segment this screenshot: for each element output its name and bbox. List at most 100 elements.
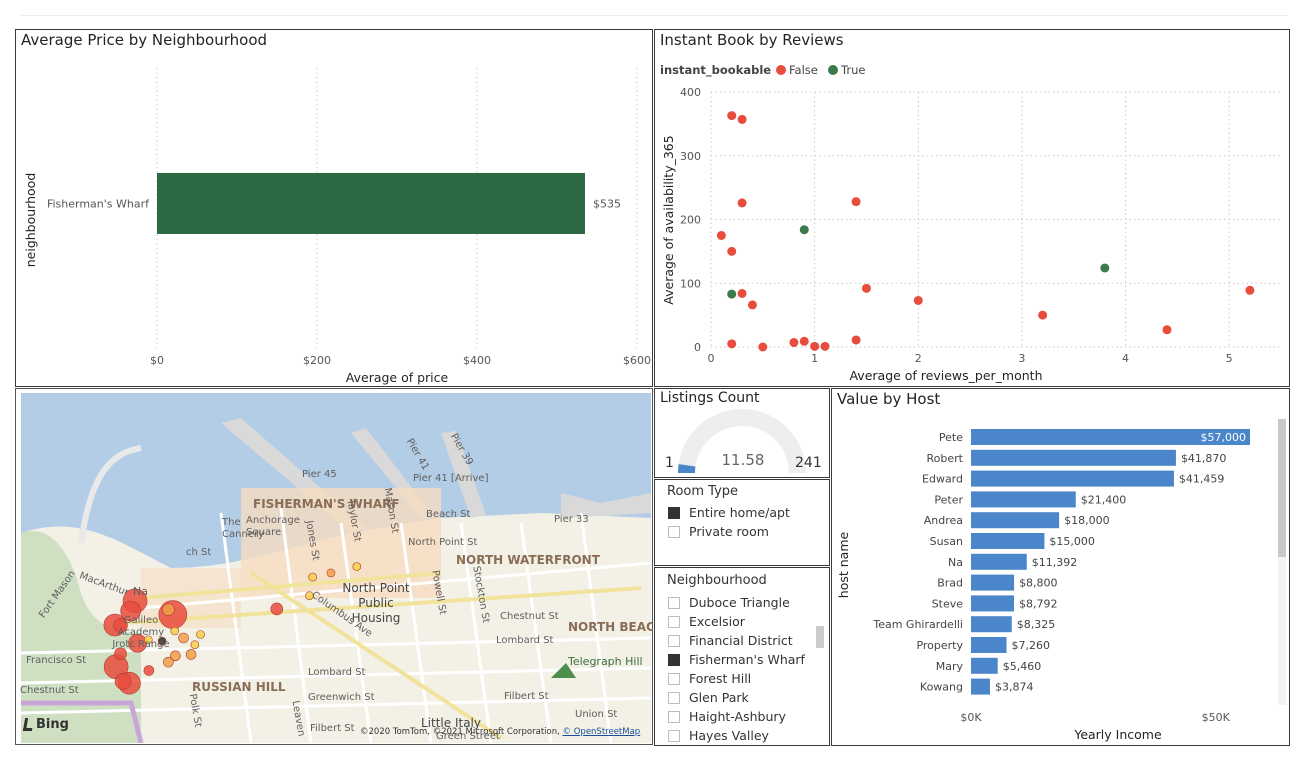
scatter-point[interactable]: [747, 300, 757, 310]
room-type-item[interactable]: Private room: [668, 522, 769, 541]
map-listing-marker[interactable]: [185, 649, 197, 660]
neighbourhood-item[interactable]: Excelsior: [668, 612, 745, 631]
neighbourhood-checkbox[interactable]: [668, 615, 680, 628]
host-scrollbar-track[interactable]: [1278, 419, 1286, 705]
neighbourhood-scrollbar[interactable]: [816, 626, 824, 648]
scatter-point[interactable]: [727, 111, 737, 121]
osm-link[interactable]: © OpenStreetMap: [562, 727, 641, 737]
map-listing-marker[interactable]: [163, 656, 174, 668]
scatter-point[interactable]: [1100, 263, 1110, 273]
host-bar[interactable]: [971, 429, 1250, 445]
map-label-cannery: The Cannery: [222, 517, 264, 540]
neighbourhood-item[interactable]: Hayes Valley: [668, 726, 769, 745]
neighbourhood-checkbox[interactable]: [668, 634, 680, 647]
room-type-panel[interactable]: Room Type Entire home/apt Private room: [654, 479, 830, 566]
host-bar[interactable]: [971, 533, 1045, 549]
neighbourhood-item[interactable]: Forest Hill: [668, 669, 751, 688]
scatter-point[interactable]: [851, 335, 861, 345]
map-listing-marker[interactable]: [178, 632, 189, 644]
neighbourhood-item[interactable]: Financial District: [668, 631, 793, 650]
room-type-checkbox[interactable]: [668, 525, 680, 538]
map-listing-marker[interactable]: [143, 635, 153, 645]
map-listing-marker[interactable]: [114, 673, 132, 690]
host-bar[interactable]: [971, 449, 1176, 466]
neighbourhood-checkbox[interactable]: [668, 672, 680, 685]
listings-panel[interactable]: Listings Count 1 11.58 241: [654, 388, 830, 478]
neighbourhood-item[interactable]: Duboce Triangle: [668, 593, 790, 612]
neighbourhood-checkbox[interactable]: [668, 653, 680, 666]
map-listing-marker[interactable]: [114, 647, 127, 661]
host-bar[interactable]: [971, 595, 1015, 612]
host-bar[interactable]: [971, 574, 1015, 591]
scatter-point[interactable]: [758, 342, 768, 352]
value-by-host-panel[interactable]: Value by Host Pete $57,000 Robert $41,870 Ed…: [831, 388, 1290, 746]
map-listing-marker[interactable]: [270, 602, 284, 616]
room-type-item[interactable]: Entire home/apt: [668, 503, 790, 522]
scatter-point[interactable]: [1245, 285, 1255, 295]
room-type-checkbox[interactable]: [668, 506, 680, 519]
neighbourhood-item[interactable]: Fisherman's Wharf: [668, 650, 805, 669]
scatter-point[interactable]: [727, 289, 737, 299]
neighbourhood-checkbox[interactable]: [668, 596, 680, 609]
map-listing-marker[interactable]: [143, 665, 155, 676]
host-bar[interactable]: [971, 616, 1012, 633]
scatter-legend-marker[interactable]: [776, 65, 786, 75]
scatter-point[interactable]: [737, 198, 747, 208]
scatter-legend-marker[interactable]: [828, 65, 838, 75]
map-listing-marker[interactable]: [352, 562, 362, 571]
scatter-point[interactable]: [851, 197, 861, 207]
scatter-point[interactable]: [799, 225, 809, 235]
map-listing-marker[interactable]: [120, 600, 141, 622]
scatter-legend-label[interactable]: False: [789, 63, 818, 77]
neighbourhood-checkbox[interactable]: [668, 729, 680, 742]
instant-book-chart[interactable]: 0 1 2 3 4 5 0 100 200 300 400 instant_bookable False…: [655, 30, 1289, 386]
scatter-point[interactable]: [799, 336, 809, 346]
scatter-legend-label[interactable]: True: [840, 63, 865, 77]
value-by-host-chart[interactable]: Pete $57,000 Robert $41,870 Edward $41,459 Pet…: [832, 389, 1289, 745]
map-listing-marker[interactable]: [170, 626, 180, 636]
scatter-point[interactable]: [727, 339, 737, 349]
host-bar[interactable]: [971, 637, 1007, 653]
map-listing-marker[interactable]: [113, 618, 128, 633]
map-canvas[interactable]: [21, 393, 651, 743]
avg-price-panel[interactable]: Average Price by Neighbourhood $0 $200 $40…: [15, 29, 653, 387]
instant-book-panel[interactable]: Instant Book by Reviews 0 1 2 3 4 5 0 100 200 300…: [654, 29, 1290, 387]
host-bar[interactable]: [971, 470, 1174, 487]
host-bar[interactable]: [971, 553, 1027, 570]
map-listing-marker[interactable]: [308, 572, 317, 582]
neighbourhood-checkbox[interactable]: [668, 710, 680, 723]
scatter-point[interactable]: [820, 341, 830, 351]
map-listing-marker[interactable]: [326, 568, 336, 578]
scatter-point[interactable]: [737, 114, 747, 124]
scatter-point[interactable]: [716, 230, 726, 240]
scatter-point[interactable]: [727, 246, 737, 256]
scatter-point[interactable]: [810, 341, 820, 351]
map-listing-marker[interactable]: [196, 630, 205, 639]
scatter-point[interactable]: [789, 338, 799, 348]
price-bar[interactable]: [157, 173, 585, 234]
map-listing-marker[interactable]: [305, 591, 314, 600]
map-listing-marker[interactable]: [170, 650, 181, 662]
neighbourhood-item[interactable]: Glen Park: [668, 688, 749, 707]
scatter-legend-title: instant_bookable: [660, 63, 771, 78]
map-listing-marker[interactable]: [162, 603, 175, 616]
scatter-point[interactable]: [737, 288, 747, 298]
host-bar[interactable]: [971, 491, 1076, 508]
map-listing-marker[interactable]: [157, 636, 167, 646]
scatter-point[interactable]: [861, 283, 871, 293]
scatter-point[interactable]: [1038, 310, 1048, 320]
host-bar[interactable]: [971, 512, 1060, 529]
neighbourhood-panel[interactable]: Neighbourhood Duboce Triangle Excelsior Fi…: [654, 567, 830, 746]
host-bar[interactable]: [971, 657, 998, 674]
scatter-point[interactable]: [913, 295, 923, 305]
map-label-lombard-st: Lombard St: [308, 667, 366, 678]
neighbourhood-item[interactable]: Haight-Ashbury: [668, 707, 786, 726]
scatter-point[interactable]: [1162, 325, 1172, 335]
map-panel[interactable]: FISHERMAN'S WHARF NORTH WATERFRONT NORTH…: [15, 388, 653, 745]
neighbourhood-checkbox[interactable]: [668, 691, 680, 704]
host-scrollbar-thumb[interactable]: [1278, 419, 1286, 557]
host-bar[interactable]: [971, 678, 990, 695]
map-listing-marker[interactable]: [190, 640, 200, 649]
host-value-label: $15,000: [1049, 535, 1095, 548]
